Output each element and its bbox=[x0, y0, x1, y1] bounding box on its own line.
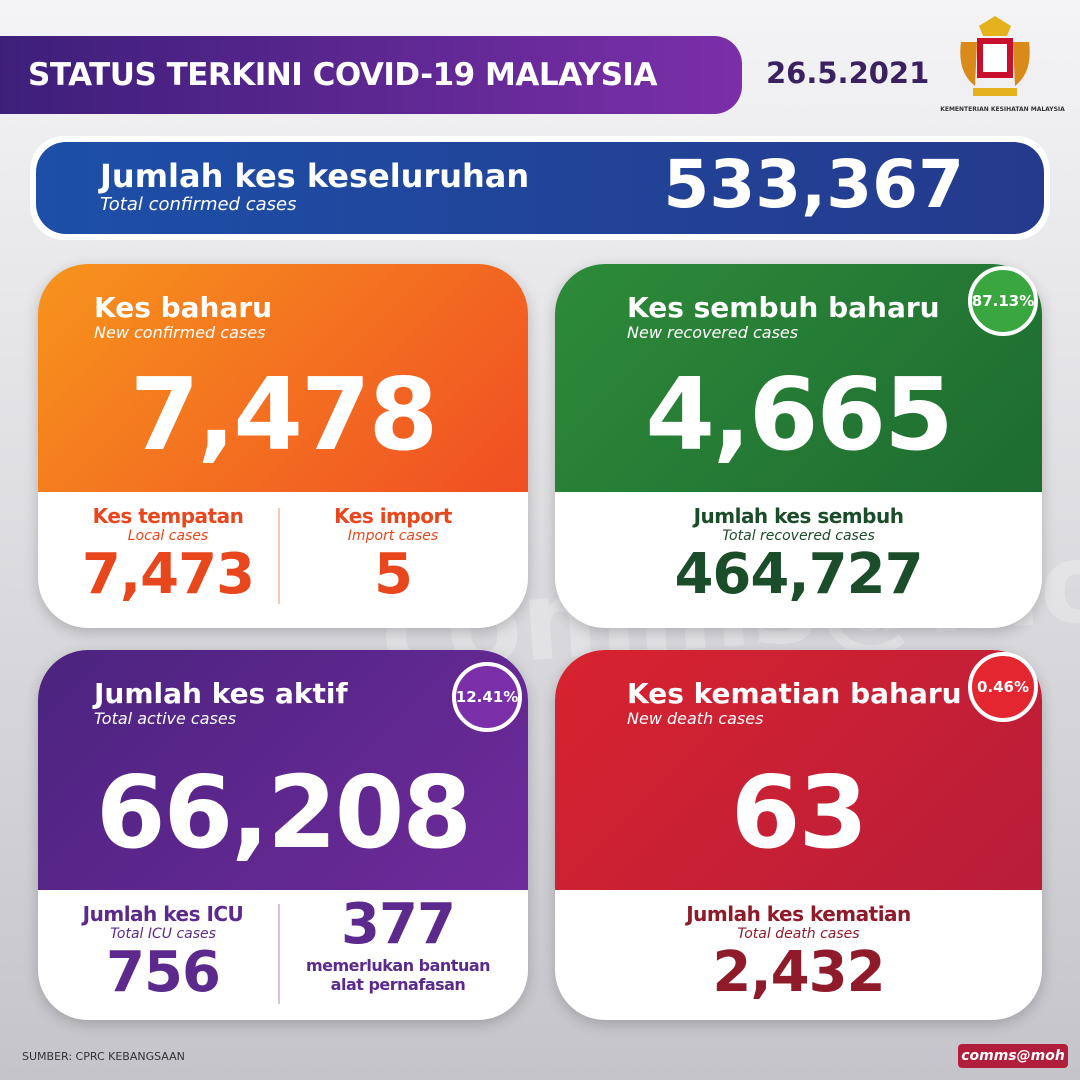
recovered-total: Jumlah kes sembuh Total recovered cases … bbox=[555, 504, 1042, 606]
label: Kes baharu bbox=[94, 291, 273, 324]
label: Kes import bbox=[334, 504, 452, 528]
sublabel: Total ICU cases bbox=[110, 926, 216, 942]
label: Kes sembuh baharu bbox=[627, 291, 940, 324]
active-percent: 12.41% bbox=[452, 662, 522, 732]
sublabel: New recovered cases bbox=[627, 323, 799, 342]
label: Kes tempatan bbox=[92, 504, 244, 528]
import: Kes import Import cases 5 bbox=[288, 504, 498, 606]
label: Kes kematian baharu bbox=[627, 677, 962, 710]
value: 66,208 bbox=[96, 754, 472, 871]
value: 63 bbox=[730, 754, 868, 871]
label: Jumlah kes aktif bbox=[94, 677, 348, 710]
sublabel: Import cases bbox=[347, 528, 439, 544]
active-card: Jumlah kes aktif Total active cases 66,2… bbox=[38, 650, 528, 1020]
deaths-percent: 0.46% bbox=[968, 652, 1038, 722]
local: Kes tempatan Local cases 7,473 bbox=[58, 504, 278, 606]
date: 26.5.2021 bbox=[766, 56, 930, 90]
recovered-percent: 87.13% bbox=[968, 266, 1038, 336]
recovered-header: Kes sembuh baharu New recovered cases bbox=[555, 264, 1042, 492]
deaths-card: Kes kematian baharu New death cases 63 J… bbox=[555, 650, 1042, 1020]
active-header: Jumlah kes aktif Total active cases bbox=[38, 650, 528, 890]
divider bbox=[278, 508, 280, 604]
brand: comms@moh bbox=[958, 1044, 1068, 1068]
divider bbox=[278, 904, 280, 1004]
logo bbox=[960, 16, 1030, 96]
value: 377 bbox=[341, 892, 456, 957]
deaths-header: Kes kematian baharu New death cases bbox=[555, 650, 1042, 890]
value: 7,473 bbox=[81, 542, 255, 607]
value: 464,727 bbox=[674, 542, 923, 607]
icu: Jumlah kes ICU Total ICU cases 756 bbox=[48, 902, 278, 1004]
value: 7,478 bbox=[129, 356, 438, 473]
sublabel: New death cases bbox=[627, 709, 764, 728]
sublabel: New confirmed cases bbox=[94, 323, 266, 342]
sublabel: Total active cases bbox=[94, 709, 237, 728]
deaths-total: Jumlah kes kematian Total death cases 2,… bbox=[555, 902, 1042, 1004]
sublabel: Total death cases bbox=[737, 926, 860, 942]
label: Jumlah kes sembuh bbox=[693, 504, 904, 528]
total-sublabel: Total confirmed cases bbox=[100, 194, 297, 215]
label: Jumlah kes ICU bbox=[82, 902, 244, 926]
total-panel: Jumlah kes keseluruhan Total confirmed c… bbox=[30, 136, 1050, 240]
logo-caption: KEMENTERIAN KESIHATAN MALAYSIA bbox=[940, 106, 1065, 113]
title: STATUS TERKINI COVID-19 MALAYSIA bbox=[0, 36, 742, 114]
total-value: 533,367 bbox=[663, 146, 964, 223]
recovered-card: Kes sembuh baharu New recovered cases 4,… bbox=[555, 264, 1042, 628]
label: memerlukan bantuan alat pernafasan bbox=[305, 956, 491, 994]
label: Jumlah kes kematian bbox=[686, 902, 911, 926]
source: SUMBER: CPRC KEBANGSAAN bbox=[22, 1050, 185, 1063]
new-cases-header: Kes baharu New confirmed cases bbox=[38, 264, 528, 492]
ventilator: 377 memerlukan bantuan alat pernafasan bbox=[288, 892, 508, 995]
value: 5 bbox=[374, 542, 413, 607]
value: 756 bbox=[106, 940, 221, 1005]
sublabel: Local cases bbox=[127, 528, 209, 544]
new-cases-card: Kes baharu New confirmed cases 7,478 Kes… bbox=[38, 264, 528, 628]
value: 4,665 bbox=[645, 356, 953, 473]
sublabel: Total recovered cases bbox=[722, 528, 875, 544]
value: 2,432 bbox=[712, 940, 885, 1005]
total-label: Jumlah kes keseluruhan bbox=[100, 157, 530, 195]
